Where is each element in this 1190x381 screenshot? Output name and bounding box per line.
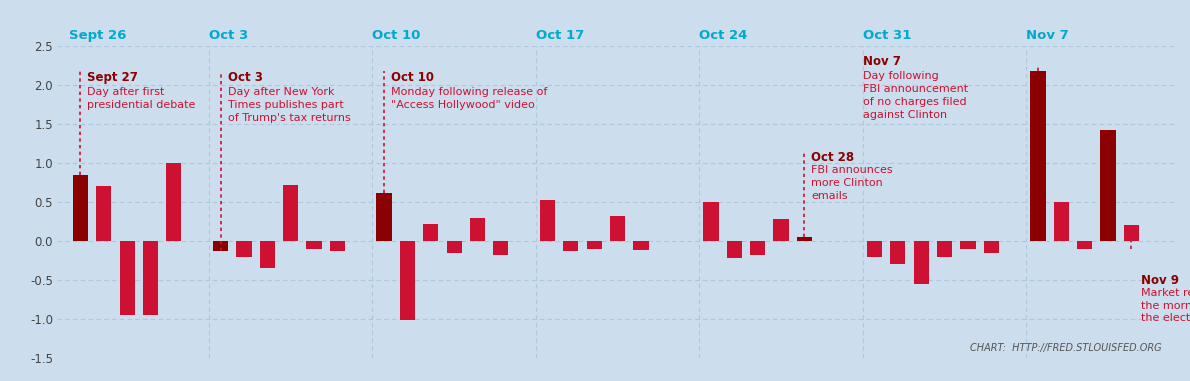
Text: Sept 26: Sept 26 <box>69 29 126 42</box>
Bar <box>774 219 789 241</box>
Bar <box>73 174 88 241</box>
Text: Nov 7: Nov 7 <box>863 54 901 67</box>
Text: Oct 10: Oct 10 <box>372 29 421 42</box>
Bar <box>797 237 812 241</box>
Text: Monday following release of
"Access Hollywood" video: Monday following release of "Access Holl… <box>392 87 547 110</box>
Bar <box>937 241 952 257</box>
Bar <box>1123 225 1139 241</box>
Text: Day following
FBI announcement
of no charges filed
against Clinton: Day following FBI announcement of no cha… <box>863 72 967 120</box>
Text: Market rebounds
the morning after
the election: Market rebounds the morning after the el… <box>1141 288 1190 323</box>
Bar <box>750 241 765 255</box>
Bar <box>1053 202 1069 241</box>
Bar <box>493 241 508 255</box>
Bar <box>727 241 743 258</box>
Text: Oct 3: Oct 3 <box>209 29 249 42</box>
Bar <box>610 216 625 241</box>
Bar <box>237 241 251 257</box>
Bar <box>470 218 486 241</box>
Bar <box>400 241 415 320</box>
Bar <box>96 186 112 241</box>
Bar <box>984 241 998 253</box>
Bar <box>563 241 578 251</box>
Bar <box>1031 72 1046 241</box>
Text: Day after New York
Times publishes part
of Trump's tax returns: Day after New York Times publishes part … <box>227 87 350 123</box>
Bar <box>890 241 906 264</box>
Bar <box>119 241 134 315</box>
Bar <box>446 241 462 253</box>
Bar <box>376 192 392 241</box>
Bar <box>330 241 345 251</box>
Bar <box>703 202 719 241</box>
Text: Oct 28: Oct 28 <box>812 151 854 164</box>
Bar <box>213 241 228 251</box>
Bar <box>587 241 602 249</box>
Bar <box>866 241 882 257</box>
Text: Oct 24: Oct 24 <box>700 29 747 42</box>
Bar <box>540 200 556 241</box>
Text: FBI announces
more Clinton
emails: FBI announces more Clinton emails <box>812 165 892 201</box>
Text: CHART:  HTTP://FRED.STLOUISFED.ORG: CHART: HTTP://FRED.STLOUISFED.ORG <box>970 343 1161 352</box>
Text: Oct 10: Oct 10 <box>392 72 434 85</box>
Text: Day after first
presidential debate: Day after first presidential debate <box>88 87 196 110</box>
Bar <box>960 241 976 249</box>
Text: Oct 31: Oct 31 <box>863 29 912 42</box>
Text: Oct 3: Oct 3 <box>227 72 263 85</box>
Bar <box>633 241 649 250</box>
Bar <box>167 163 182 241</box>
Bar <box>1077 241 1092 249</box>
Bar <box>283 185 299 241</box>
Text: Nov 9: Nov 9 <box>1141 274 1179 287</box>
Bar <box>143 241 158 315</box>
Text: Sept 27: Sept 27 <box>88 72 138 85</box>
Bar <box>259 241 275 268</box>
Text: Oct 17: Oct 17 <box>536 29 584 42</box>
Bar <box>424 224 438 241</box>
Bar <box>1101 130 1116 241</box>
Text: Nov 7: Nov 7 <box>1026 29 1069 42</box>
Bar <box>914 241 929 284</box>
Bar <box>306 241 321 249</box>
